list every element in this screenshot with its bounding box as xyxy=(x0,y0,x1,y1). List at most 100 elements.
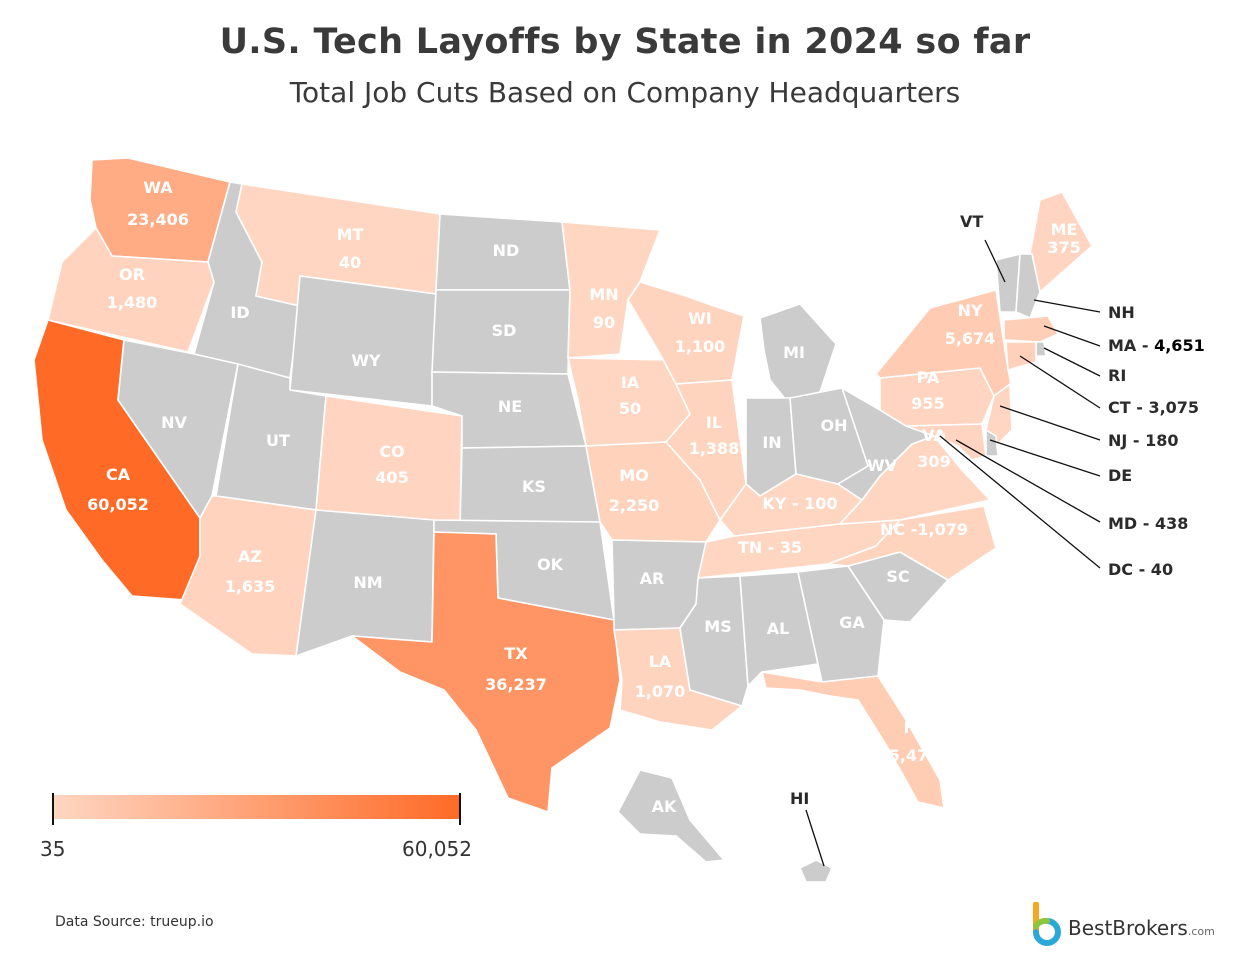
state-tx xyxy=(351,531,621,813)
state-value-ia: 50 xyxy=(619,399,641,418)
state-label-or: OR xyxy=(119,265,145,284)
state-md xyxy=(905,423,987,461)
state-label-la: LA xyxy=(649,652,672,671)
state-label-co: CO xyxy=(379,442,404,461)
external-label-dc: DC - 40 xyxy=(1108,560,1173,579)
state-label-ar: AR xyxy=(640,569,665,588)
external-label-nh: NH xyxy=(1108,303,1135,322)
state-nh xyxy=(1015,253,1041,319)
state-ak xyxy=(617,769,725,863)
legend-tick-max xyxy=(459,793,461,825)
state-az xyxy=(179,495,317,657)
state-value-mn: 90 xyxy=(593,313,615,332)
legend-max-label: 60,052 xyxy=(402,837,472,861)
state-label-mt: MT xyxy=(337,225,364,244)
state-hi xyxy=(799,859,833,883)
state-value-me: 375 xyxy=(1047,238,1080,257)
state-label-id: ID xyxy=(230,303,249,322)
state-value-pa: 955 xyxy=(911,394,944,413)
state-label-nm: NM xyxy=(353,573,382,592)
leader-ct xyxy=(1019,355,1101,409)
state-de xyxy=(985,429,999,457)
state-label-va: VA xyxy=(922,426,946,445)
state-or xyxy=(47,227,215,353)
state-label-mo: MO xyxy=(619,466,649,485)
state-fl xyxy=(761,671,945,809)
external-label-ma: MA - 4,651 xyxy=(1108,336,1205,355)
state-nj xyxy=(985,383,1013,445)
state-value-ca: 60,052 xyxy=(87,495,149,514)
state-label-ok: OK xyxy=(537,555,564,574)
state-value-fl: 5,479 xyxy=(889,746,940,765)
state-value-co: 405 xyxy=(375,468,408,487)
state-nc xyxy=(827,505,997,581)
state-label-az: AZ xyxy=(238,547,262,566)
leader-hi xyxy=(805,809,825,867)
leader-de xyxy=(989,439,1101,477)
state-label-mi: MI xyxy=(783,343,805,362)
state-al xyxy=(739,571,819,687)
state-ms xyxy=(679,575,749,707)
state-label-ca: CA xyxy=(106,465,131,484)
state-label-il: IL xyxy=(706,413,722,432)
brand-name: BestBrokers.com xyxy=(1068,916,1215,940)
state-labels: WA 23,406 OR 1,480 CA 60,052 ID NV MT 40 WY UT AZ 1,6… xyxy=(87,178,1081,816)
state-label-ms: MS xyxy=(704,617,731,636)
state-label-pa: PA xyxy=(917,368,940,387)
state-label-sd: SD xyxy=(492,321,517,340)
brand-logo: BestBrokers.com xyxy=(1030,902,1230,948)
chart-subtitle: Total Job Cuts Based on Company Headquar… xyxy=(289,76,961,109)
state-label-al: AL xyxy=(767,619,790,638)
state-ri xyxy=(1035,341,1047,357)
state-value-wa: 23,406 xyxy=(127,210,189,229)
leader-ma xyxy=(1043,325,1101,347)
state-co xyxy=(315,395,463,527)
legend-tick-min xyxy=(52,793,54,825)
state-label-fl: FL xyxy=(903,718,924,737)
state-value-wi: 1,100 xyxy=(675,337,726,356)
state-label-sc: SC xyxy=(886,567,909,586)
state-label-ut: UT xyxy=(266,431,290,450)
external-label-nj: NJ - 180 xyxy=(1108,431,1179,450)
external-label-hi: HI xyxy=(790,789,809,808)
state-label-nv: NV xyxy=(161,413,187,432)
state-value-az: 1,635 xyxy=(225,577,276,596)
state-label-in: IN xyxy=(762,433,781,452)
state-label-mn: MN xyxy=(589,285,618,304)
state-value-or: 1,480 xyxy=(107,293,158,312)
state-label-wv: WV xyxy=(867,456,898,475)
state-label-wi: WI xyxy=(688,309,712,328)
chart-title: U.S. Tech Layoffs by State in 2024 so fa… xyxy=(219,22,1031,62)
data-source: Data Source: trueup.io xyxy=(55,914,214,930)
external-label-de: DE xyxy=(1108,466,1132,485)
leader-nj xyxy=(999,405,1101,441)
state-ma xyxy=(1003,315,1059,343)
state-label-oh: OH xyxy=(821,416,848,435)
state-value-mo: 2,250 xyxy=(609,496,660,515)
state-label-tx: TX xyxy=(504,644,528,663)
state-label-ne: NE xyxy=(498,397,522,416)
state-value-va: 309 xyxy=(917,452,950,471)
state-value-mt: 40 xyxy=(339,253,361,272)
external-label-vt: VT xyxy=(960,212,983,231)
leader-ri xyxy=(1043,347,1101,377)
state-il xyxy=(665,379,747,521)
state-label-me: ME xyxy=(1051,220,1078,239)
external-label-ri: RI xyxy=(1108,366,1126,385)
state-label-wa: WA xyxy=(143,178,173,197)
external-label-md: MD - 438 xyxy=(1108,514,1188,533)
state-value-il: 1,388 xyxy=(689,439,740,458)
state-ny xyxy=(875,289,1013,397)
state-label-wy: WY xyxy=(351,351,381,370)
leader-md xyxy=(955,439,1101,523)
state-value-ny: 5,674 xyxy=(945,329,996,348)
state-mn xyxy=(561,221,661,359)
state-label-ny: NY xyxy=(958,301,983,320)
legend-gradient xyxy=(53,795,460,819)
state-shapes xyxy=(33,157,1093,883)
leader-dc xyxy=(939,435,1101,569)
state-label-tn: TN - 35 xyxy=(738,538,802,557)
leader-nh xyxy=(1033,299,1101,313)
bestbrokers-logo-icon xyxy=(1033,902,1061,946)
